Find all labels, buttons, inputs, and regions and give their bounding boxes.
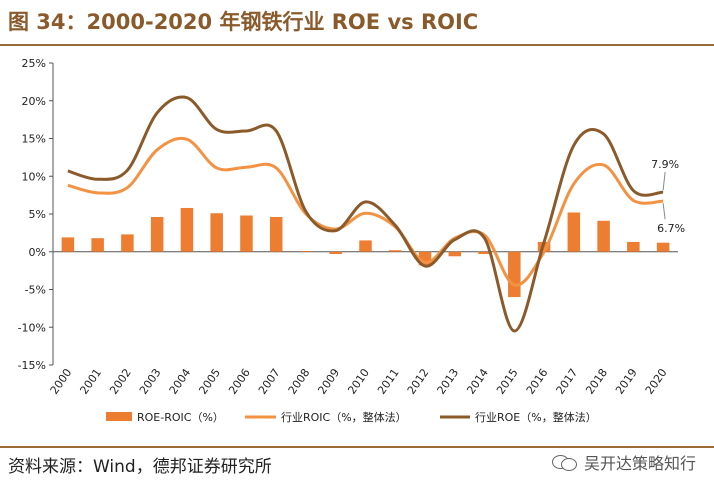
x-tick-label: 2018 (583, 366, 610, 396)
roe-roic-chart: -15%-10%-5%0%5%10%15%20%25%2000 2001 2002 2… (18, 57, 686, 424)
bar-roe-minus-roic (478, 251, 491, 255)
x-tick-label: 2012 (405, 366, 432, 396)
x-tick-label: 2008 (286, 366, 313, 396)
bar-roe-minus-roic (597, 220, 610, 252)
x-tick-label: 2014 (464, 366, 491, 396)
watermark: 吴开达策略知行 (551, 450, 696, 474)
bar-roe-minus-roic (91, 238, 104, 252)
bar-roe-minus-roic (180, 207, 194, 252)
bar-roe-minus-roic (240, 215, 253, 252)
y-tick-label: -15% (18, 359, 46, 372)
y-tick-label: -10% (18, 321, 46, 334)
x-tick-label: 2009 (315, 366, 342, 396)
x-tick-label: 2001 (77, 366, 104, 396)
source-note: 资料来源：Wind，德邦证券研究所 (8, 457, 272, 477)
legend-label-roe: 行业ROE（%，整体法） (475, 410, 597, 424)
wechat-icon (551, 453, 578, 471)
watermark-text: 吴开达策略知行 (583, 454, 696, 473)
x-tick-label: 2010 (345, 366, 372, 396)
annotation-roe-2020: 7.9% (651, 158, 679, 171)
bar-roe-minus-roic (210, 213, 223, 252)
y-tick-label: 15% (22, 133, 46, 146)
bar-roe-minus-roic (567, 212, 581, 252)
x-tick-label: 2019 (613, 366, 640, 396)
x-tick-label: 2002 (107, 366, 134, 396)
bar-roe-minus-roic (269, 217, 283, 252)
x-tick-label: 2017 (554, 366, 581, 396)
y-tick-label: 5% (29, 208, 46, 221)
x-tick-label: 2004 (167, 366, 194, 396)
bar-roe-minus-roic (656, 242, 670, 252)
bar-roe-minus-roic (61, 237, 75, 252)
footer-divider (0, 446, 714, 448)
bar-roe-minus-roic (299, 250, 313, 252)
legend-label-roic: 行业ROIC（%，整体法） (281, 410, 407, 424)
x-tick-label: 2016 (524, 366, 551, 396)
bar-roe-minus-roic (389, 250, 402, 252)
bar-roe-minus-roic (627, 241, 640, 252)
page-title: 图 34：2000-2020 年钢铁行业 ROE vs ROIC (8, 10, 479, 34)
bar-roe-minus-roic (121, 234, 134, 252)
y-tick-label: 0% (29, 246, 46, 259)
x-tick-label: 2006 (226, 366, 253, 396)
x-tick-label: 2020 (643, 366, 670, 396)
annotation-roic-2020: 6.7% (657, 222, 685, 235)
annotation-leader-roe (662, 172, 666, 191)
line-industry-roe (67, 95, 664, 333)
bar-roe-minus-roic (448, 251, 462, 257)
bar-roe-minus-roic (329, 251, 342, 255)
bar-roe-minus-roic (150, 217, 164, 252)
x-tick-label: 2000 (48, 366, 75, 396)
y-tick-label: -5% (25, 284, 46, 297)
title-divider (0, 44, 714, 46)
legend-label-bar: ROE-ROIC（%） (137, 411, 224, 424)
line-industry-roic (67, 137, 664, 287)
x-tick-label: 2011 (375, 366, 402, 396)
y-tick-label: 20% (22, 95, 46, 108)
y-tick-label: 10% (22, 170, 46, 183)
x-tick-label: 2015 (494, 366, 521, 396)
x-tick-label: 2003 (137, 366, 164, 396)
legend-swatch-bar (106, 412, 132, 421)
x-tick-label: 2013 (435, 366, 462, 396)
y-tick-label: 25% (22, 57, 46, 70)
x-tick-label: 2007 (256, 366, 283, 396)
annotation-leader-roic (662, 203, 666, 220)
bar-roe-minus-roic (359, 240, 372, 252)
bar-roe-minus-roic (508, 251, 521, 298)
x-tick-label: 2005 (196, 366, 223, 396)
